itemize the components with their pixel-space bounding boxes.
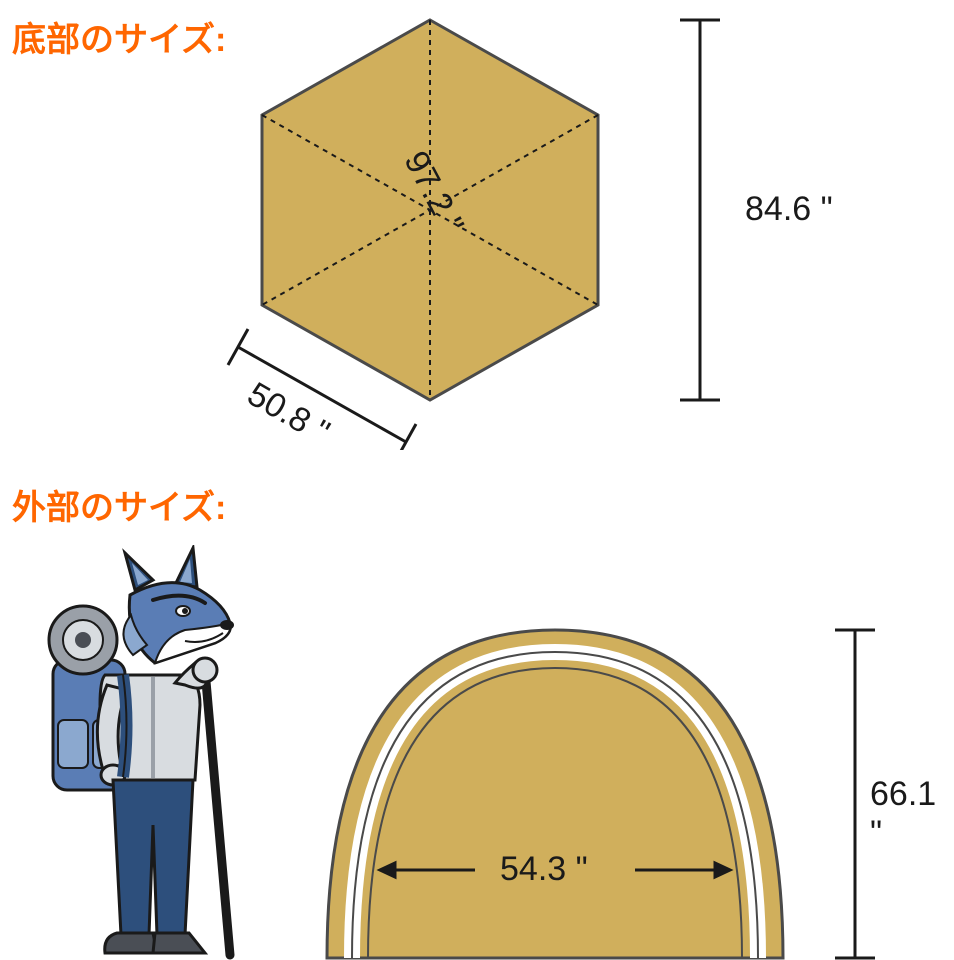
heading-bottom: 外部のサイズ:	[12, 480, 226, 529]
dome-width-label: 54.3 "	[500, 850, 588, 889]
hex-height-label: 84.6 "	[745, 190, 833, 229]
hiker-character	[35, 545, 265, 960]
dome-height-label: 66.1 "	[870, 775, 954, 853]
